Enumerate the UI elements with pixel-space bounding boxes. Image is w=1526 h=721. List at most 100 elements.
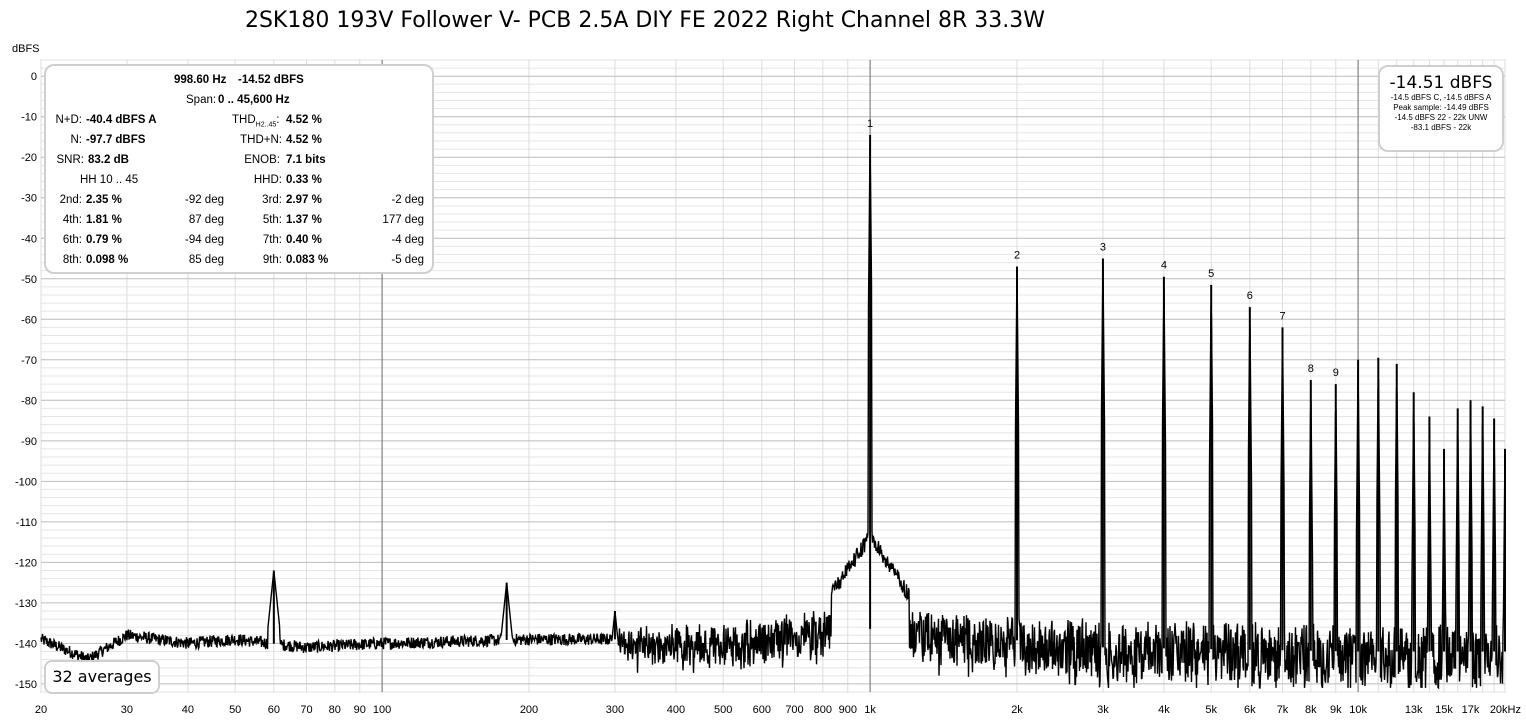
- x-tick-label: 700: [785, 704, 803, 716]
- harmonic-phase: 87 deg: [188, 214, 224, 226]
- y-tick-label: -10: [21, 112, 37, 124]
- harmonic-number-label: 4: [1161, 260, 1167, 272]
- x-tick-label: 7k: [1277, 704, 1289, 716]
- x-tick-label: 60: [268, 704, 280, 716]
- peak-detail-line: -14.5 dBFS C, -14.5 dBFS A: [1390, 93, 1492, 102]
- enob-value: 7.1 bits: [286, 154, 326, 166]
- harmonic-row: 8th: 0.098 % 85 deg 9th: 0.083 % -5 deg: [46, 252, 432, 268]
- x-tick-label: 4k: [1158, 704, 1170, 716]
- harmonic-number-label: 9: [1333, 367, 1339, 379]
- x-tick-label: 9k: [1330, 704, 1342, 716]
- harmonic-percent: 2.35 %: [86, 194, 122, 206]
- harmonic-label: 6th:: [62, 234, 82, 246]
- harmonic-percent: 1.37 %: [286, 214, 322, 226]
- y-tick-label: -100: [15, 476, 37, 488]
- n-label: N:: [70, 134, 83, 146]
- x-tick-label: 50: [229, 704, 241, 716]
- harmonic-phase: -92 deg: [184, 194, 224, 206]
- harmonic-label: 5th:: [262, 214, 282, 226]
- span-label: Span:: [186, 94, 217, 106]
- harmonic-number-label: 3: [1100, 242, 1106, 254]
- x-tick-label: 500: [714, 704, 732, 716]
- y-tick-label: -150: [15, 679, 37, 691]
- snr-value: 83.2 dB: [88, 154, 129, 166]
- harmonic-number-label: 5: [1208, 268, 1214, 280]
- harmonic-phase: 85 deg: [188, 254, 224, 266]
- x-tick-label: 5k: [1205, 704, 1217, 716]
- chart-title: 2SK180 193V Follower V- PCB 2.5A DIY FE …: [244, 8, 1046, 33]
- fundamental-frequency: 998.60 Hz: [174, 74, 227, 86]
- hhd-value: 0.33 %: [286, 174, 322, 186]
- spectrum-trace: [40, 145, 1506, 690]
- x-tick-label: 20: [35, 704, 47, 716]
- harmonic-number-label: 6: [1247, 290, 1253, 302]
- peak-detail-line: -83.1 dBFS - 22k: [1410, 123, 1472, 132]
- n-value: -97.7 dBFS: [86, 134, 146, 146]
- y-tick-label: -70: [21, 355, 37, 367]
- nd-label: N+D:: [55, 114, 82, 126]
- x-tick-label: 2k: [1011, 704, 1023, 716]
- harmonic-percent: 2.97 %: [286, 194, 322, 206]
- harmonic-percent: 0.083 %: [286, 254, 329, 266]
- harmonic-number-label: 1: [867, 118, 873, 130]
- harmonic-phase: -4 deg: [391, 234, 424, 246]
- y-axis-unit: dBFS: [12, 43, 40, 55]
- y-tick-label: -40: [21, 233, 37, 245]
- y-tick-label: 0: [31, 71, 37, 83]
- y-tick-label: -90: [21, 436, 37, 448]
- x-tick-label: 40: [182, 704, 194, 716]
- harmonic-number-label: 7: [1279, 310, 1285, 322]
- harmonic-row: 2nd: 2.35 % -92 deg 3rd: 2.97 % -2 deg: [46, 192, 432, 208]
- x-tick-label: 300: [606, 704, 624, 716]
- harmonic-phase: -5 deg: [391, 254, 424, 266]
- x-tick-label: 200: [520, 704, 538, 716]
- y-tick-label: -30: [21, 193, 37, 205]
- x-tick-label: 30: [121, 704, 133, 716]
- hhd-label: HHD:: [253, 174, 282, 186]
- harmonic-label: 9th:: [262, 254, 282, 266]
- harmonic-percent: 0.098 %: [86, 254, 129, 266]
- thd-label: THDH2..45:: [232, 114, 280, 129]
- harmonic-row: 4th: 1.81 % 87 deg 5th: 1.37 % 177 deg: [46, 212, 432, 228]
- y-tick-label: -130: [15, 598, 37, 610]
- peak-detail-line: Peak sample: -14.49 dBFS: [1393, 103, 1489, 112]
- harmonic-percent: 1.81 %: [86, 214, 122, 226]
- thd-value: 4.52 %: [286, 114, 322, 126]
- x-tick-label: 70: [300, 704, 312, 716]
- y-tick-label: -50: [21, 274, 37, 286]
- x-tick-label: 17k: [1462, 704, 1480, 716]
- y-tick-label: -140: [15, 638, 37, 650]
- measurement-panel: 998.60 Hz -14.52 dBFS Span: 0 .. 45,600 …: [44, 64, 434, 274]
- x-tick-label: 90: [354, 704, 366, 716]
- snr-label: SNR:: [56, 154, 84, 166]
- harmonic-phase: -94 deg: [184, 234, 224, 246]
- x-tick-label: 20kHz: [1490, 704, 1521, 716]
- x-tick-label: 6k: [1244, 704, 1256, 716]
- x-tick-label: 600: [753, 704, 771, 716]
- harmonic-label: 2nd:: [59, 194, 82, 206]
- y-tick-label: -60: [21, 314, 37, 326]
- peak-level-box: -14.51 dBFS -14.5 dBFS C, -14.5 dBFS A P…: [1378, 65, 1504, 152]
- enob-label: ENOB:: [244, 154, 280, 166]
- thdn-label: THD+N:: [240, 134, 282, 146]
- harmonic-row: 6th: 0.79 % -94 deg 7th: 0.40 % -4 deg: [46, 232, 432, 248]
- harmonic-label: 3rd:: [262, 194, 282, 206]
- x-tick-label: 900: [839, 704, 857, 716]
- x-tick-label: 13k: [1405, 704, 1423, 716]
- span-value: 0 .. 45,600 Hz: [218, 94, 290, 106]
- y-tick-label: -80: [21, 395, 37, 407]
- x-tick-label: 800: [814, 704, 832, 716]
- x-tick-label: 8k: [1305, 704, 1317, 716]
- x-tick-label: 400: [667, 704, 685, 716]
- harmonic-phase: 177 deg: [382, 214, 424, 226]
- harmonic-label: 4th:: [62, 214, 82, 226]
- harmonic-label: 7th:: [262, 234, 282, 246]
- harmonic-label: 8th:: [62, 254, 82, 266]
- y-tick-label: -120: [15, 557, 37, 569]
- peak-level-main: -14.51 dBFS: [1389, 73, 1493, 93]
- x-tick-label: 80: [329, 704, 341, 716]
- x-tick-label: 1k: [864, 704, 876, 716]
- y-tick-label: -110: [16, 517, 37, 529]
- fundamental-level: -14.52 dBFS: [238, 74, 304, 86]
